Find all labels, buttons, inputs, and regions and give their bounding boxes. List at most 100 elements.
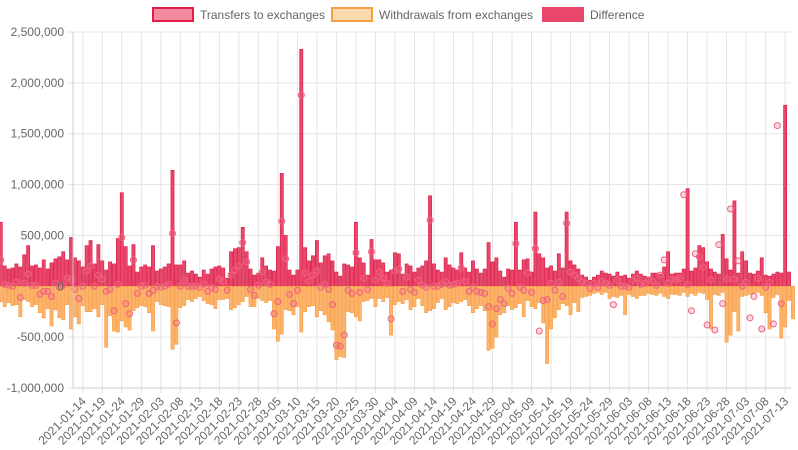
difference-point <box>282 255 290 263</box>
difference-point <box>504 284 512 292</box>
difference-point <box>734 257 742 265</box>
withdrawals-bar <box>350 285 354 314</box>
withdrawals-bar <box>474 285 479 309</box>
difference-point <box>289 300 297 308</box>
withdrawals-bar <box>638 285 643 296</box>
difference-point <box>176 282 184 290</box>
difference-point <box>680 191 688 199</box>
withdrawals-bar <box>634 285 639 299</box>
transfers-bar <box>685 188 690 287</box>
transfers-bar <box>41 259 46 287</box>
difference-point <box>606 281 614 289</box>
withdrawals-bar <box>595 285 600 293</box>
difference-point <box>301 269 309 277</box>
transfers-bar <box>350 266 354 287</box>
legend-swatch <box>152 7 194 22</box>
withdrawals-bar <box>377 285 382 299</box>
withdrawals-bar <box>190 285 194 302</box>
withdrawals-bar <box>252 285 257 307</box>
difference-point <box>208 283 216 291</box>
withdrawals-bar <box>697 285 702 293</box>
transfers-bar <box>248 268 253 287</box>
withdrawals-bar <box>716 285 721 296</box>
withdrawals-bar <box>654 285 659 296</box>
withdrawals-bar <box>45 285 50 309</box>
difference-point <box>24 270 32 278</box>
difference-point <box>535 327 543 335</box>
transfers-bar <box>732 200 737 287</box>
difference-point <box>79 282 87 290</box>
difference-point <box>711 326 719 334</box>
withdrawals-bar <box>498 285 503 316</box>
difference-point <box>500 300 508 308</box>
difference-point <box>723 275 731 283</box>
difference-point <box>742 278 750 286</box>
difference-point <box>336 342 344 350</box>
y-tick-label: -1,000,000 <box>7 381 65 395</box>
withdrawals-bar <box>34 285 38 305</box>
withdrawals-bar <box>525 285 530 301</box>
withdrawals-bar <box>728 285 733 336</box>
withdrawals-bar <box>279 285 284 335</box>
withdrawals-bar <box>396 285 401 302</box>
transfers-bar <box>123 246 128 287</box>
difference-point <box>165 280 173 288</box>
withdrawals-bar <box>61 285 66 321</box>
legend-label: Withdrawals from exchanges <box>379 8 533 22</box>
difference-point <box>648 277 656 285</box>
withdrawals-bar <box>330 285 335 331</box>
withdrawals-bar <box>486 285 491 351</box>
withdrawals-bar <box>88 285 93 313</box>
withdrawals-bar <box>736 285 741 332</box>
transfers-bar <box>240 226 245 287</box>
withdrawals-bar <box>560 285 565 304</box>
withdrawals-bar <box>783 285 788 328</box>
transfers-bar <box>275 246 280 287</box>
difference-point <box>297 91 305 99</box>
withdrawals-bar <box>779 285 784 339</box>
withdrawals-bar <box>287 285 292 312</box>
difference-point <box>172 319 180 327</box>
withdrawals-bar <box>471 285 475 314</box>
difference-point <box>652 281 660 289</box>
withdrawals-bar <box>342 285 347 358</box>
transfers-bar <box>158 268 163 287</box>
difference-point <box>48 292 56 300</box>
y-tick-label: 1,000,000 <box>11 178 65 192</box>
difference-point <box>110 307 118 315</box>
difference-point <box>590 279 598 287</box>
withdrawals-bar <box>338 285 343 357</box>
difference-point <box>410 288 418 296</box>
difference-point <box>44 287 52 295</box>
difference-point <box>461 277 469 285</box>
withdrawals-bar <box>10 285 15 306</box>
withdrawals-bar <box>666 285 670 299</box>
difference-point <box>485 303 493 311</box>
difference-point <box>368 248 376 256</box>
difference-point <box>305 277 313 285</box>
withdrawals-bar <box>720 285 725 293</box>
withdrawals-bar <box>537 285 542 303</box>
difference-point <box>672 276 680 284</box>
withdrawals-bar <box>553 285 557 319</box>
difference-point <box>754 274 762 282</box>
difference-point <box>399 287 407 295</box>
withdrawals-bar <box>545 285 550 364</box>
withdrawals-bar <box>424 285 429 314</box>
withdrawals-bar <box>763 285 768 314</box>
transfers-bar <box>693 267 698 287</box>
transfers-bar <box>474 268 479 287</box>
transfers-bar <box>127 265 132 287</box>
difference-point <box>313 267 321 275</box>
withdrawals-bar <box>119 285 124 322</box>
withdrawals-bar <box>631 285 635 297</box>
transfers-bar <box>213 266 218 287</box>
difference-point <box>75 294 83 302</box>
difference-point <box>758 325 766 333</box>
difference-points <box>0 91 785 350</box>
withdrawals-bar <box>162 285 167 306</box>
transfers-bar <box>295 269 300 287</box>
transfers-bar <box>287 269 292 287</box>
withdrawals-bar <box>311 285 315 306</box>
